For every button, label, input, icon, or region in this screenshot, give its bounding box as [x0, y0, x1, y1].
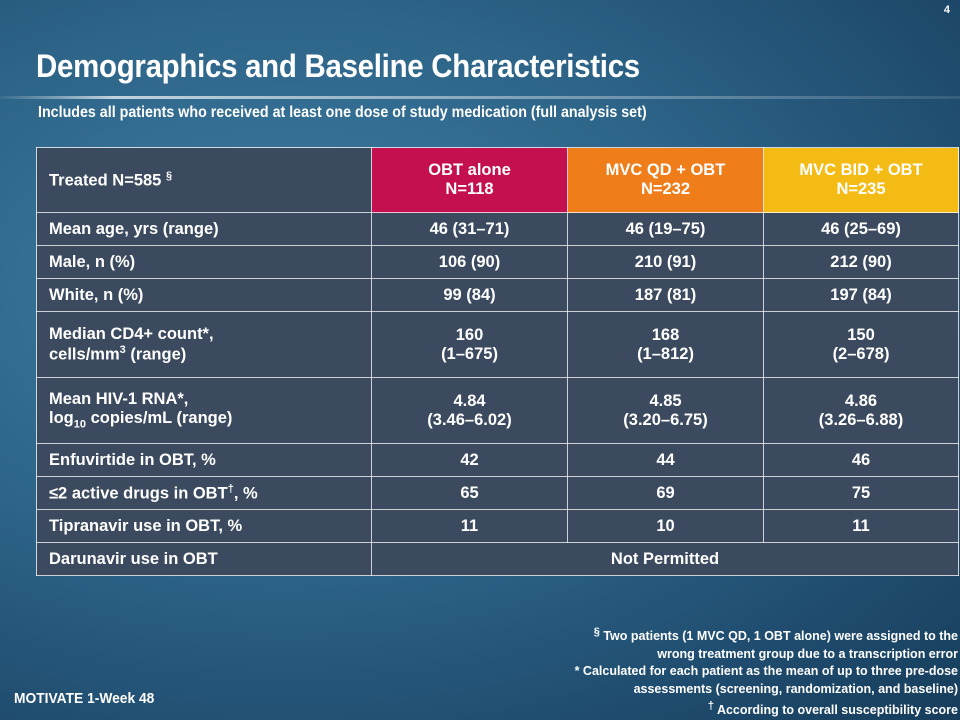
table-row: Median CD4+ count*, cells/mm3 (range) 16…: [36, 311, 959, 378]
row-label: Male, n (%): [36, 245, 372, 279]
cell-value: 10: [567, 509, 764, 543]
table-row: Enfuvirtide in OBT, % 42 44 46: [36, 443, 959, 477]
table-row: Mean HIV-1 RNA*, log10 copies/mL (range)…: [36, 377, 959, 444]
cell-value: 4.84 (3.46–6.02): [371, 377, 568, 444]
cell-value: 46 (19–75): [567, 212, 764, 246]
footnote-mark: †: [707, 700, 714, 713]
cell-value: 11: [371, 509, 568, 543]
header-mvc-qd: MVC QD + OBT N=232: [567, 147, 764, 213]
cell-value: 197 (84): [763, 278, 959, 312]
row-label: Enfuvirtide in OBT, %: [36, 443, 372, 477]
cell-value-range: (3.26–6.88): [818, 410, 904, 429]
header-mvc-bid-n: N=235: [836, 180, 886, 198]
header-mvc-qd-name: MVC QD + OBT: [605, 161, 726, 179]
table-row: White, n (%) 99 (84) 187 (81) 197 (84): [36, 278, 959, 312]
merged-cell-value: Not Permitted: [371, 542, 959, 576]
slide-subtitle: Includes all patients who received at le…: [38, 104, 647, 121]
row-label-line2: log10 copies/mL (range): [49, 409, 363, 430]
footnote-line: wrong treatment group due to a transcrip…: [657, 646, 958, 661]
cell-value: 187 (81): [567, 278, 764, 312]
header-obt-alone-n: N=118: [445, 180, 494, 198]
cell-value: 4.86 (3.26–6.88): [763, 377, 959, 444]
row-label: Median CD4+ count*, cells/mm3 (range): [36, 311, 372, 378]
row-label: Mean HIV-1 RNA*, log10 copies/mL (range): [36, 377, 372, 444]
cell-value-range: (1–675): [441, 344, 498, 363]
cell-value-main: 4.84: [453, 391, 486, 410]
cell-value: 150 (2–678): [763, 311, 959, 378]
cell-value: 46 (31–71): [371, 212, 568, 246]
cell-value: 160 (1–675): [371, 311, 568, 378]
footnotes: § Two patients (1 MVC QD, 1 OBT alone) w…: [358, 624, 958, 720]
table-row: Darunavir use in OBT Not Permitted: [36, 542, 959, 576]
cell-value-main: 160: [455, 325, 484, 344]
header-label-mark: §: [165, 169, 173, 182]
subscript: 10: [73, 418, 86, 431]
cell-value: 42: [371, 443, 568, 477]
table-row: Tipranavir use in OBT, % 11 10 11: [36, 509, 959, 543]
row-label: ≤2 active drugs in OBT†, %: [36, 476, 372, 510]
cell-value-range: (2–678): [832, 344, 890, 363]
header-obt-alone: OBT alone N=118: [371, 147, 568, 213]
footnote-text: Two patients (1 MVC QD, 1 OBT alone) wer…: [599, 629, 958, 644]
cell-value-main: 150: [847, 325, 875, 344]
cell-value: 44: [567, 443, 764, 477]
row-label-text: copies/mL (range): [86, 409, 233, 428]
footnote-text: According to overall susceptibility scor…: [713, 703, 958, 718]
row-label-text: (range): [125, 345, 187, 364]
cell-value: 46 (25–69): [763, 212, 959, 246]
footnote-line: assessments (screening, randomization, a…: [633, 681, 958, 696]
row-label-text: cells/mm: [49, 345, 120, 364]
footnote-mark: §: [593, 626, 600, 638]
page-number: 4: [943, 4, 950, 16]
table-row: Male, n (%) 106 (90) 210 (91) 212 (90): [36, 245, 959, 279]
row-label-line2: cells/mm3 (range): [49, 344, 363, 365]
cell-value-main: 168: [651, 325, 680, 344]
table-row: ≤2 active drugs in OBT†, % 65 69 75: [36, 476, 959, 510]
footnote-line: § Two patients (1 MVC QD, 1 OBT alone) w…: [358, 624, 958, 646]
cell-value: 106 (90): [371, 245, 568, 279]
cell-value-range: (3.46–6.02): [427, 410, 512, 429]
row-label-text: ≤2 active drugs in OBT: [49, 484, 228, 503]
row-label-text: log: [49, 409, 74, 428]
row-label: White, n (%): [36, 278, 372, 312]
cell-value: 168 (1–812): [567, 311, 764, 378]
row-label: Mean age, yrs (range): [36, 212, 372, 246]
table-row: Mean age, yrs (range) 46 (31–71) 46 (19–…: [36, 212, 959, 246]
cell-value: 69: [567, 476, 764, 510]
row-label: Darunavir use in OBT: [36, 542, 372, 576]
footnote-line: † According to overall susceptibility sc…: [358, 698, 958, 720]
header-mvc-bid-name: MVC BID + OBT: [799, 161, 923, 179]
footnote-line: * Calculated for each patient as the mea…: [574, 664, 958, 679]
cell-value: 65: [371, 476, 568, 510]
superscript: 3: [119, 343, 126, 356]
cell-value-range: (1–812): [637, 344, 694, 363]
cell-value: 11: [763, 509, 959, 543]
cell-value-range: (3.20–6.75): [623, 410, 708, 429]
baseline-characteristics-table: Treated N=585 § OBT alone N=118 MVC QD +…: [36, 147, 959, 576]
cell-value: 212 (90): [763, 245, 959, 279]
cell-value-main: 4.85: [649, 391, 682, 410]
superscript: †: [227, 482, 234, 495]
table-header-row: Treated N=585 § OBT alone N=118 MVC QD +…: [36, 147, 959, 213]
header-obt-alone-name: OBT alone: [428, 161, 511, 179]
title-divider: [0, 96, 960, 99]
cell-value-main: 4.86: [844, 391, 878, 410]
cell-value: 4.85 (3.20–6.75): [567, 377, 764, 444]
cell-value: 210 (91): [567, 245, 764, 279]
header-label-cell: Treated N=585 §: [36, 147, 372, 213]
cell-value: 75: [763, 476, 959, 510]
slide-title: Demographics and Baseline Characteristic…: [36, 48, 640, 84]
header-mvc-qd-n: N=232: [640, 180, 691, 198]
cell-value: 46: [763, 443, 959, 477]
header-label: Treated N=585: [49, 171, 162, 190]
cell-value: 99 (84): [371, 278, 568, 312]
study-label: MOTIVATE 1-Week 48: [14, 690, 155, 707]
row-label-text: , %: [233, 484, 258, 503]
row-label-line1: Median CD4+ count*,: [49, 324, 214, 343]
header-mvc-bid: MVC BID + OBT N=235: [763, 147, 959, 213]
row-label-line1: Mean HIV-1 RNA*,: [49, 390, 189, 409]
row-label: Tipranavir use in OBT, %: [36, 509, 372, 543]
